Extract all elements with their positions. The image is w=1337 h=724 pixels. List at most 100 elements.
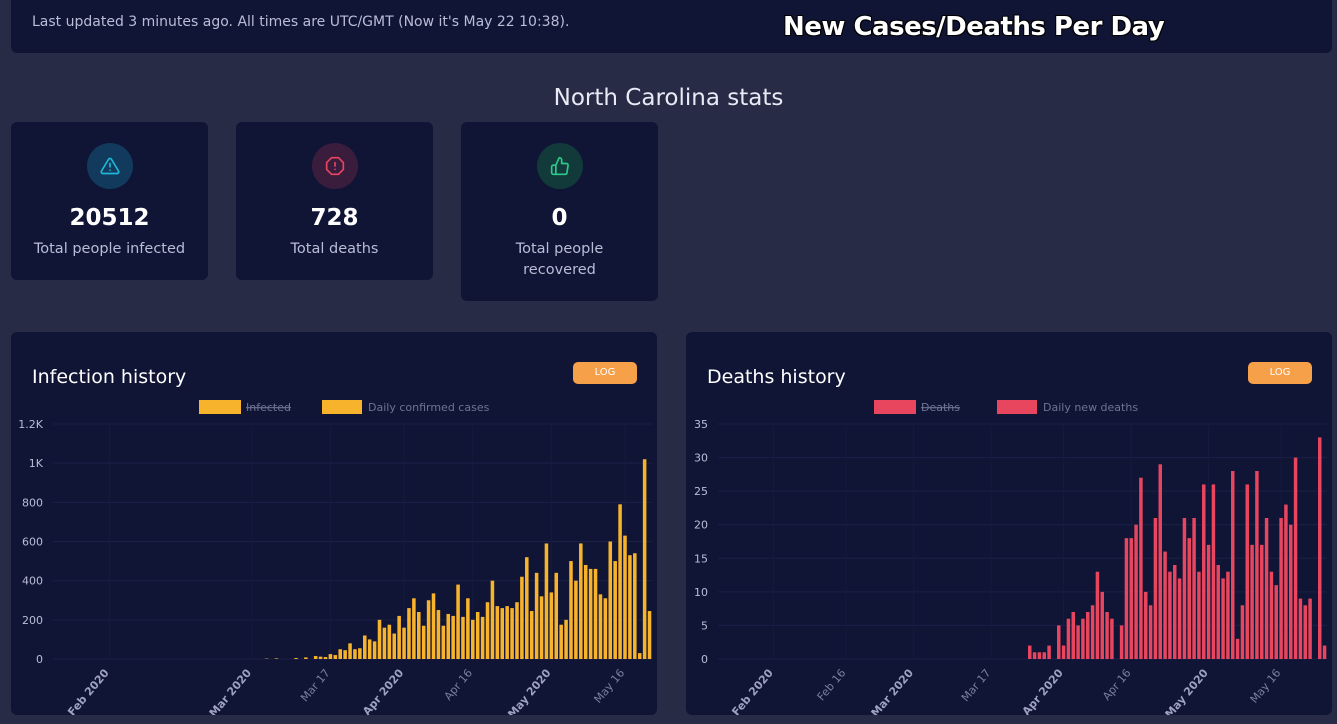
deaths-legend-swatch-0[interactable]	[874, 400, 916, 414]
deaths-bar	[1240, 605, 1245, 659]
deaths-bar	[1090, 605, 1095, 659]
deaths-xtick-label: May 2020	[1163, 666, 1212, 715]
deaths-ytick-label: 25	[694, 485, 708, 498]
infection-history-panel: Infection history LOG Infected Daily conf…	[11, 332, 657, 715]
deaths-bar	[1260, 544, 1264, 659]
deaths-bar	[1158, 464, 1162, 659]
deaths-bar	[1182, 518, 1187, 659]
infection-bar	[274, 658, 279, 659]
infection-bar	[358, 648, 362, 659]
infection-bar	[583, 565, 588, 659]
deaths-bar	[1303, 605, 1307, 659]
infection-bar	[505, 606, 509, 659]
infection-bar	[529, 611, 534, 659]
infection-xtick-label: Mar 17	[298, 667, 333, 705]
deaths-bar	[1318, 437, 1322, 659]
deaths-bar	[1293, 457, 1298, 659]
infection-bar	[426, 600, 431, 659]
infection-bar	[367, 639, 372, 659]
deaths-legend-swatch-1[interactable]	[997, 400, 1037, 414]
infection-xtick-label: May 16	[591, 667, 627, 706]
deaths-bar	[1187, 538, 1191, 659]
deaths-bar	[1197, 571, 1201, 659]
thumbs-up-icon	[536, 143, 583, 189]
deaths-legend-label-0[interactable]: Deaths	[921, 401, 960, 414]
infection-legend-label-0[interactable]: Infected	[246, 401, 291, 414]
deaths-bar	[1216, 565, 1220, 659]
deaths-bar	[1153, 518, 1158, 659]
infection-bar	[623, 535, 627, 659]
infection-bar	[637, 653, 642, 659]
infection-bar	[633, 553, 637, 659]
infection-bar	[525, 557, 529, 659]
infection-bar	[500, 608, 505, 659]
infection-xtick-label: Mar 2020	[207, 666, 255, 715]
infection-ytick-label: 1.2K	[18, 418, 43, 431]
infection-bar	[618, 504, 622, 659]
deaths-bar	[1202, 484, 1206, 659]
infection-bar	[392, 633, 397, 659]
deaths-bar	[1168, 571, 1172, 659]
infection-log-button[interactable]: LOG	[573, 362, 637, 384]
deaths-card: 728 Total deaths	[236, 122, 433, 280]
infection-bar	[397, 615, 401, 659]
deaths-bar	[1250, 544, 1254, 659]
deaths-bar	[1163, 551, 1167, 659]
deaths-legend-label-1[interactable]: Daily new deaths	[1043, 401, 1138, 414]
infection-ytick-label: 200	[22, 614, 43, 627]
deaths-legend[interactable]: Deaths Daily new deaths	[874, 400, 1138, 414]
deaths-bar	[1032, 652, 1037, 659]
deaths-bar	[1322, 645, 1327, 659]
deaths-bar	[1066, 618, 1071, 659]
stats-title: North Carolina stats	[553, 85, 784, 111]
infection-bar	[495, 606, 500, 659]
deaths-history-panel: Deaths history LOG Deaths Daily new death…	[686, 332, 1332, 715]
infection-bar	[628, 555, 632, 659]
deaths-bar	[1057, 625, 1061, 659]
infection-chart: Infected Daily confirmed cases 0 200 400 600 8…	[18, 400, 652, 715]
infection-bar	[417, 612, 421, 659]
infection-bar	[431, 593, 436, 659]
infection-bar	[579, 543, 583, 659]
infection-bar	[549, 592, 554, 659]
deaths-ytick-label: 0	[701, 653, 708, 666]
deaths-bar	[1081, 618, 1085, 659]
deaths-value: 728	[310, 205, 359, 231]
infection-bar	[348, 643, 352, 659]
deaths-bar	[1086, 612, 1090, 659]
infected-card: 20512 Total people infected	[11, 122, 208, 280]
deaths-log-button[interactable]: LOG	[1248, 362, 1312, 384]
recovered-value: 0	[551, 205, 568, 231]
infection-bar	[588, 568, 593, 659]
infection-bar	[613, 561, 617, 659]
deaths-bar	[1298, 598, 1303, 659]
infection-bar	[510, 608, 514, 659]
infection-bar	[343, 650, 347, 659]
deaths-bar	[1226, 571, 1230, 659]
overlay-title: New Cases/Deaths Per Day	[783, 12, 1165, 42]
deaths-ytick-label: 20	[694, 519, 708, 532]
infection-bar	[475, 612, 480, 659]
deaths-ytick-label: 30	[694, 452, 708, 465]
deaths-xtick-label: Apr 16	[1100, 667, 1133, 703]
infection-bar	[608, 541, 613, 659]
infection-legend-label-1[interactable]: Daily confirmed cases	[368, 401, 490, 414]
infection-bar	[647, 611, 652, 659]
infection-bar	[593, 568, 598, 659]
infection-legend-swatch-1[interactable]	[322, 400, 362, 414]
infection-bar	[412, 598, 416, 659]
infected-value: 20512	[69, 205, 150, 231]
infection-bar	[436, 610, 441, 659]
infection-legend[interactable]: Infected Daily confirmed cases	[199, 400, 490, 414]
infection-history-title: Infection history	[32, 366, 187, 388]
infection-legend-swatch-0[interactable]	[199, 400, 241, 414]
top-bar: Last updated 3 minutes ago. All times ar…	[11, 0, 1332, 53]
deaths-bar	[1274, 585, 1278, 659]
infection-bar	[402, 627, 406, 659]
deaths-bar	[1173, 565, 1177, 659]
deaths-bar	[1071, 612, 1075, 659]
deaths-bar	[1110, 618, 1114, 659]
infection-bar	[642, 459, 647, 659]
infection-bar	[377, 619, 382, 659]
deaths-bar	[1042, 652, 1046, 659]
